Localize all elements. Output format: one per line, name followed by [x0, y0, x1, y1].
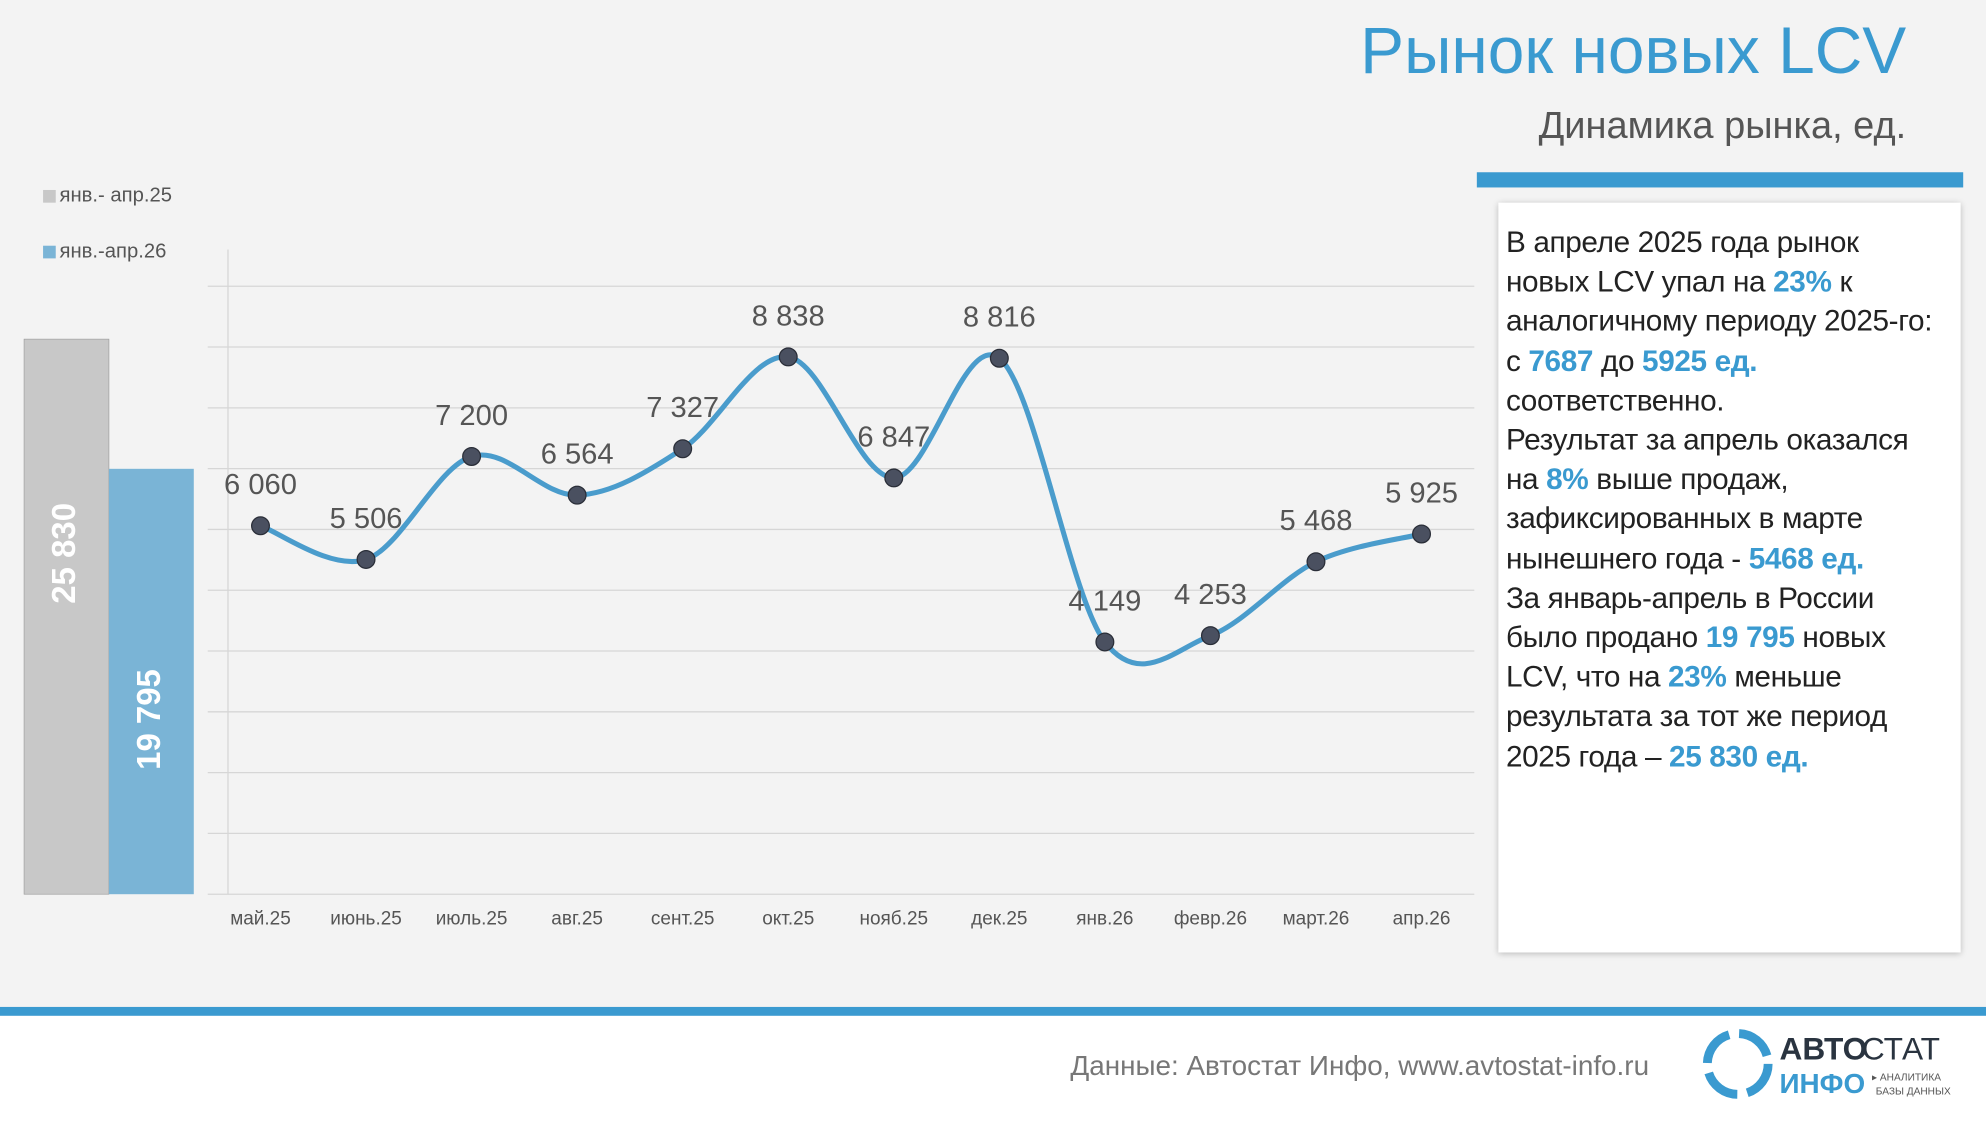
- subtitle: Динамика рынка, ед.: [1539, 105, 1907, 147]
- data-label: 7 327: [646, 392, 719, 424]
- x-tick-label: окт.25: [762, 909, 814, 930]
- highlight: 8%: [1546, 462, 1589, 496]
- point: [1412, 524, 1432, 544]
- paragraph: В апреле 2025 года рынок новых LCV упал …: [1506, 223, 1948, 421]
- text: новых LCV, что на: [1505, 620, 1886, 694]
- x-tick-label: июнь.25: [330, 909, 402, 930]
- data-label: 7 200: [435, 400, 508, 432]
- data-label: 5 506: [330, 503, 403, 535]
- data-label: 8 816: [963, 302, 1036, 334]
- text: меньше результата за тот же период 2025 …: [1505, 660, 1888, 773]
- text: до: [1593, 344, 1643, 377]
- x-tick-label: апр.26: [1393, 909, 1451, 930]
- logo-tagline: БАЗЫ ДАННЫХ: [1876, 1086, 1951, 1097]
- text: соответственно.: [1505, 383, 1725, 417]
- x-tick-label: нояб.25: [859, 909, 928, 930]
- highlight: 7687: [1528, 344, 1594, 377]
- highlight: 5925 ед.: [1642, 344, 1758, 377]
- data-label: 4 149: [1068, 585, 1141, 617]
- logo-text: ИНФО: [1780, 1068, 1866, 1099]
- point: [1306, 552, 1326, 572]
- data-label: 6 847: [857, 421, 930, 453]
- legend-label: янв.- апр.25: [60, 185, 173, 207]
- paragraph: За январь-апрель в России было продано 1…: [1506, 579, 1948, 777]
- point: [884, 468, 904, 488]
- x-tick-label: дек.25: [971, 909, 1027, 930]
- source: Данные: Автостат Инфо, www.avtostat-info…: [1070, 1050, 1649, 1081]
- x-tick-label: авг.25: [551, 909, 603, 930]
- point: [673, 439, 693, 459]
- header-rule: [1476, 172, 1964, 188]
- point: [567, 485, 587, 505]
- highlight: 23%: [1668, 660, 1727, 694]
- highlight: 19 795: [1705, 620, 1795, 654]
- point: [462, 446, 482, 466]
- bar-label: 25 830: [45, 503, 82, 604]
- data-label: 8 838: [752, 300, 825, 332]
- legend-swatch: [43, 245, 56, 259]
- x-tick-label: сент.25: [651, 909, 715, 930]
- logo-tagline: ▸ АНАЛИТИКА: [1872, 1073, 1941, 1084]
- point: [989, 348, 1009, 368]
- highlight: 23%: [1773, 264, 1832, 298]
- data-label: 6 564: [541, 439, 614, 471]
- footer-rule: [0, 1006, 1986, 1016]
- highlight: 25 830 ед.: [1669, 739, 1809, 773]
- legend-label: янв.-апр.26: [60, 240, 167, 262]
- data-label: 5 468: [1280, 505, 1353, 537]
- point: [778, 347, 798, 367]
- text: За январь-апрель в России было продано: [1505, 581, 1874, 654]
- paragraph: Результат за апрель оказался на 8% выше …: [1506, 421, 1948, 579]
- point: [1200, 626, 1220, 646]
- x-tick-label: июль.25: [436, 909, 508, 930]
- text: Результат за апрель оказался на: [1505, 423, 1909, 496]
- text: выше продаж, зафиксированных в марте нын…: [1505, 462, 1863, 575]
- x-tick-label: февр.26: [1174, 909, 1247, 930]
- point: [250, 516, 270, 536]
- point: [1095, 632, 1115, 652]
- logo-text: АВТО: [1780, 1031, 1868, 1067]
- bar: [23, 338, 110, 895]
- logo-icon: [1702, 1029, 1773, 1099]
- text: В апреле 2025 года рынок новых LCV упал …: [1505, 225, 1859, 298]
- bar-label: 19 795: [130, 669, 167, 770]
- x-tick-label: май.25: [230, 909, 291, 930]
- text: к аналогичному периоду 2025-го: с: [1505, 264, 1933, 377]
- point: [356, 549, 376, 569]
- data-label: 4 253: [1174, 579, 1247, 611]
- x-tick-label: март.26: [1283, 909, 1350, 930]
- legend-swatch: [43, 189, 56, 203]
- x-tick-label: янв.26: [1076, 909, 1133, 930]
- title: Рынок новых LCV: [1360, 13, 1906, 87]
- bar: [108, 468, 194, 895]
- highlight: 5468 ед.: [1748, 541, 1865, 575]
- text-box: В апреле 2025 года рынок новых LCV упал …: [1498, 202, 1961, 953]
- data-label: 6 060: [224, 469, 297, 501]
- logo-text: СТАТ: [1862, 1031, 1940, 1067]
- data-label: 5 925: [1385, 477, 1458, 509]
- logo: АВТО СТАТ ИНФО ▸ АНАЛИТИКА БАЗЫ ДАННЫХ: [1702, 1029, 1951, 1099]
